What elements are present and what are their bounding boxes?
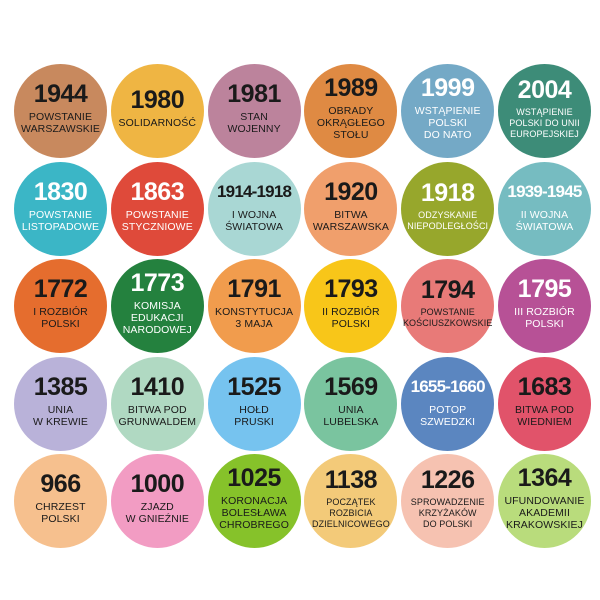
event-label: Powstanie listopadowe bbox=[21, 208, 100, 233]
event-circle: 1410 Bitwa pod Grunwaldem bbox=[110, 356, 204, 451]
event-label: Bitwa pod Wiedniem bbox=[515, 403, 574, 428]
event-circle: 1981 Stan wojenny bbox=[207, 64, 301, 158]
event-circle: 1525 Hołd pruski bbox=[207, 356, 301, 451]
event-year: 966 bbox=[40, 470, 81, 499]
event-label: Koronacja Bolesława Chrobrego bbox=[219, 495, 289, 532]
event-label: Bitwa warszawska bbox=[312, 208, 389, 233]
event-circle: 1939-1945 II wojna światowa bbox=[497, 161, 591, 256]
event-year: 1914-1918 bbox=[217, 181, 292, 201]
event-label: Sprowadzenie Krzyżaków do Polski bbox=[410, 496, 485, 529]
event-label: I rozbiór Polski bbox=[33, 306, 88, 331]
timeline-circle-grid: 1944 Powstanie warszawskie 1980 Solidarność… bbox=[14, 64, 591, 549]
event-label: Wstąpienie Polski do NATO bbox=[414, 105, 481, 141]
event-circle: 1795 III rozbiór Polski bbox=[497, 259, 591, 354]
event-year: 1830 bbox=[33, 177, 88, 206]
event-label: II wojna światowa bbox=[515, 208, 574, 233]
event-circle: 1999 Wstąpienie Polski do NATO bbox=[401, 64, 495, 158]
event-label: II rozbiór Polski bbox=[322, 306, 380, 331]
event-label: Powstanie warszawskie bbox=[20, 111, 101, 135]
event-circle: 1794 Powstanie kościuszkowskie bbox=[401, 259, 495, 354]
event-circle: 966 Chrzest Polski bbox=[14, 454, 107, 549]
event-year: 1920 bbox=[324, 177, 378, 206]
event-year: 1410 bbox=[130, 372, 185, 401]
event-circle: 1226 Sprowadzenie Krzyżaków do Polski bbox=[401, 454, 495, 549]
event-year: 1683 bbox=[517, 372, 572, 401]
event-year: 1980 bbox=[130, 86, 185, 114]
event-circle: 1025 Koronacja Bolesława Chrobrego bbox=[207, 454, 301, 549]
event-year: 1655-1660 bbox=[410, 376, 486, 396]
event-label: Chrzest Polski bbox=[35, 501, 86, 526]
event-label: Komisja Edukacji Narodowej bbox=[122, 300, 192, 337]
event-label: Solidarność bbox=[118, 117, 197, 129]
event-circle: 2004 Wstąpienie Polski do Unii Europejski… bbox=[497, 64, 591, 158]
event-circle: 1918 Odzyskanie niepodległości bbox=[401, 161, 495, 256]
event-circle: 1364 Ufundowanie Akademii Krakowskiej bbox=[497, 454, 591, 549]
event-year: 1569 bbox=[324, 372, 378, 401]
event-year: 1773 bbox=[130, 269, 185, 298]
event-label: Obrady okrągłego stołu bbox=[316, 105, 385, 141]
event-year: 1939-1945 bbox=[507, 181, 582, 201]
event-label: Potop szwedzki bbox=[420, 403, 476, 428]
event-circle: 1980 Solidarność bbox=[110, 64, 204, 158]
event-circle: 1944 Powstanie warszawskie bbox=[14, 64, 107, 158]
event-year: 1989 bbox=[324, 74, 378, 102]
event-circle: 1989 Obrady okrągłego stołu bbox=[304, 64, 398, 158]
event-circle: 1772 I rozbiór Polski bbox=[14, 259, 107, 354]
event-year: 1772 bbox=[33, 275, 88, 304]
event-circle: 1914-1918 I wojna światowa bbox=[207, 161, 301, 256]
event-label: Bitwa pod Grunwaldem bbox=[118, 403, 197, 428]
event-label: Unia lubelska bbox=[323, 403, 379, 428]
event-circle: 1385 Unia w Krewie bbox=[14, 356, 107, 451]
event-year: 1944 bbox=[33, 80, 88, 108]
event-label: Unia w Krewie bbox=[32, 403, 89, 428]
event-label: Początek rozbicia dzielnicowego bbox=[311, 496, 390, 529]
event-year: 1385 bbox=[33, 372, 88, 401]
event-label: Odzyskanie niepodległości bbox=[407, 209, 489, 231]
event-label: Wstąpienie Polski do Unii Europejskiej bbox=[509, 106, 580, 139]
event-circle: 1000 Zjazd w Gnieźnie bbox=[110, 454, 204, 549]
event-label: III rozbiór Polski bbox=[514, 306, 575, 331]
event-label: I wojna światowa bbox=[225, 208, 283, 233]
event-year: 1525 bbox=[227, 372, 281, 401]
event-circle: 1773 Komisja Edukacji Narodowej bbox=[110, 259, 204, 354]
event-year: 1981 bbox=[227, 80, 281, 108]
event-label: Powstanie styczniowe bbox=[121, 208, 193, 233]
event-year: 1025 bbox=[227, 464, 281, 493]
event-year: 1999 bbox=[420, 74, 475, 102]
event-label: Zjazd w Gnieźnie bbox=[125, 501, 189, 526]
event-year: 1794 bbox=[420, 276, 475, 305]
event-label: Ufundowanie Akademii Krakowskiej bbox=[504, 495, 585, 532]
event-label: Stan wojenny bbox=[227, 111, 281, 135]
event-year: 1863 bbox=[130, 177, 185, 206]
event-label: Hołd pruski bbox=[234, 403, 274, 428]
event-circle: 1920 Bitwa warszawska bbox=[304, 161, 398, 256]
event-label: Powstanie kościuszkowskie bbox=[402, 307, 493, 329]
event-circle: 1830 Powstanie listopadowe bbox=[14, 161, 107, 256]
event-year: 1226 bbox=[420, 465, 475, 494]
event-year: 1364 bbox=[517, 464, 572, 493]
event-year: 1793 bbox=[324, 275, 378, 304]
event-year: 1918 bbox=[420, 178, 475, 207]
event-circle: 1793 II rozbiór Polski bbox=[304, 259, 398, 354]
event-circle: 1791 Konstytucja 3 maja bbox=[207, 259, 301, 354]
event-year: 1000 bbox=[130, 470, 185, 499]
event-circle: 1569 Unia lubelska bbox=[304, 356, 398, 451]
event-year: 2004 bbox=[517, 75, 572, 104]
event-year: 1138 bbox=[324, 465, 378, 494]
event-year: 1791 bbox=[227, 275, 281, 304]
event-year: 1795 bbox=[517, 275, 572, 304]
event-circle: 1863 Powstanie styczniowe bbox=[110, 161, 204, 256]
event-label: Konstytucja 3 maja bbox=[215, 306, 294, 331]
event-circle: 1683 Bitwa pod Wiedniem bbox=[497, 356, 591, 451]
event-circle: 1655-1660 Potop szwedzki bbox=[401, 356, 495, 451]
event-circle: 1138 Początek rozbicia dzielnicowego bbox=[304, 454, 398, 549]
